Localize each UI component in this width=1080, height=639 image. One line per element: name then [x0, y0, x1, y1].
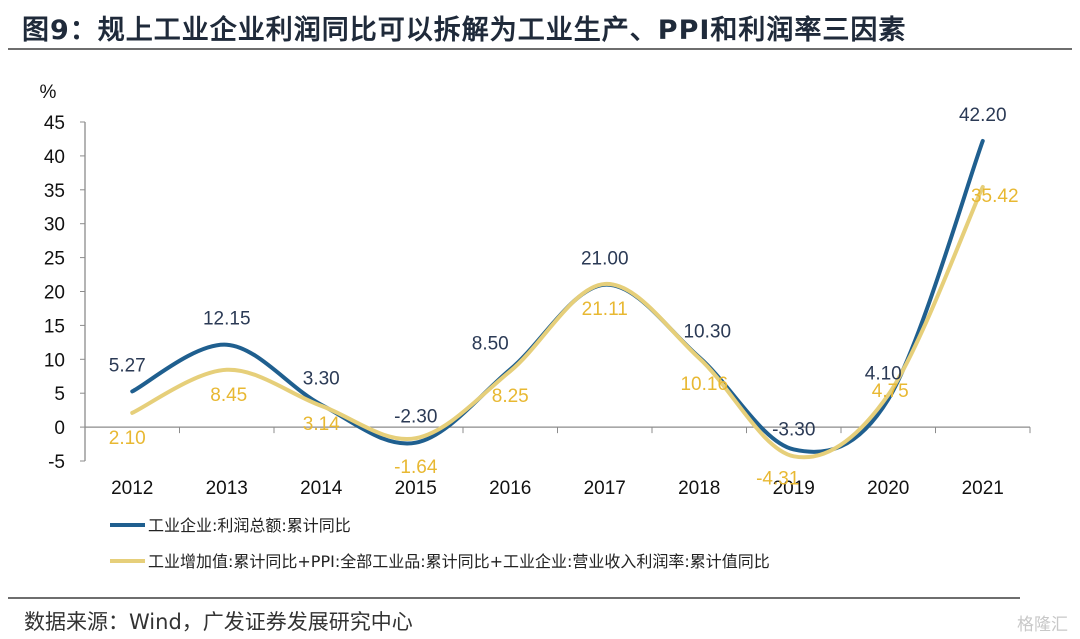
legend-item: 工业增加值:累计同比+PPI:全部工业品:累计同比+工业企业:营业收入利润率:累…: [110, 552, 770, 571]
data-label: 8.25: [492, 386, 529, 407]
x-tick-label: 2020: [867, 478, 909, 499]
source-note: 数据来源：Wind，广发证券发展研究中心: [24, 610, 413, 634]
data-label: 21.00: [581, 249, 629, 270]
data-label: -4.31: [756, 468, 799, 489]
data-label: 2.10: [109, 428, 146, 449]
series-lines: [130, 138, 985, 460]
y-tick-label: 35: [44, 181, 65, 202]
x-tick-label: 2013: [206, 478, 248, 499]
x-tick-label: 2015: [395, 478, 437, 499]
data-label: 5.27: [109, 355, 146, 376]
data-label: -1.64: [394, 457, 438, 478]
x-tick-label: 2021: [962, 478, 1004, 499]
y-tick-label: 30: [44, 215, 65, 236]
series-line-decomposition: [130, 184, 985, 460]
x-tick-label: 2016: [489, 478, 531, 499]
x-tick-label: 2014: [300, 478, 343, 499]
legend-label: 工业增加值:累计同比+PPI:全部工业品:累计同比+工业企业:营业收入利润率:累…: [148, 552, 770, 571]
y-tick-label: 20: [44, 283, 65, 304]
x-tick-label: 2019: [773, 478, 815, 499]
axes: % -5 0 5 10 15 20 25 30 35 40 45 2012 2013 2014 2015 201…: [40, 82, 1031, 499]
y-tick-label: 45: [44, 113, 65, 134]
title-divider: [8, 48, 1072, 50]
data-label: 10.30: [683, 321, 731, 342]
y-tick-label: 10: [44, 350, 65, 371]
y-tick-label: 5: [54, 384, 65, 405]
footer-divider: [8, 597, 1020, 599]
x-tick-label: 2017: [584, 478, 626, 499]
data-label: 12.15: [203, 309, 251, 330]
legend-item: 工业企业:利润总额:累计同比: [110, 516, 351, 535]
data-label: -2.30: [394, 407, 437, 428]
x-tick-label: 2018: [678, 478, 720, 499]
data-label: 35.42: [971, 186, 1019, 207]
legend-label: 工业企业:利润总额:累计同比: [148, 516, 351, 535]
data-labels: 5.27 12.15 3.30 -2.30 8.50 21.00 10.30 -3.30 4.1…: [109, 105, 1019, 489]
chart-title: 图9：规上工业企业利润同比可以拆解为工业生产、PPI和利润率三因素: [22, 15, 907, 46]
y-tick-label: 40: [44, 147, 65, 168]
watermark-logo: 格隆汇: [1017, 615, 1068, 635]
y-tick-label: -5: [48, 452, 65, 473]
data-label: 3.30: [303, 369, 340, 390]
data-label: 8.50: [472, 333, 509, 354]
data-label: -3.30: [772, 419, 815, 440]
x-tick-label: 2012: [111, 478, 153, 499]
data-label: 8.45: [210, 385, 247, 406]
y-axis-unit: %: [40, 82, 57, 103]
series-line-profit: [130, 138, 985, 454]
y-tick-label: 15: [44, 316, 65, 337]
data-label: 42.20: [959, 105, 1007, 126]
data-label: 4.10: [865, 363, 902, 384]
data-label: 3.14: [303, 414, 340, 435]
data-label: 10.16: [680, 374, 728, 395]
legend: 工业企业:利润总额:累计同比工业增加值:累计同比+PPI:全部工业品:累计同比+…: [110, 516, 770, 571]
data-label: 4.75: [872, 381, 909, 402]
y-tick-label: 25: [44, 249, 65, 270]
data-label: 21.11: [582, 299, 628, 320]
y-tick-label: 0: [54, 418, 65, 439]
